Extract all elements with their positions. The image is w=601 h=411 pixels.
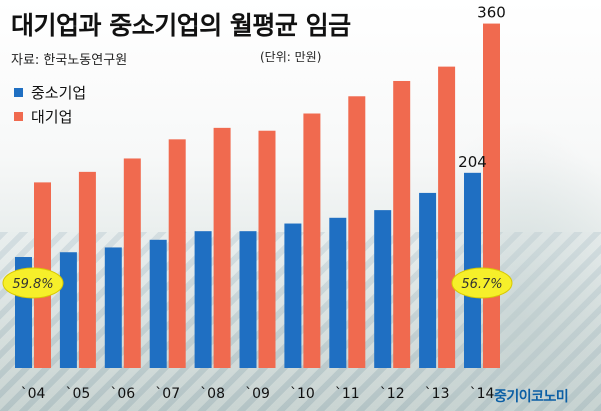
x-tick-label: `09 [245, 386, 270, 402]
bar-large-2009 [258, 130, 276, 368]
legend-swatch-large [14, 111, 23, 121]
bar-small-2006 [104, 247, 122, 368]
ratio-highlight [2, 267, 64, 299]
x-tick-label: `11 [335, 386, 360, 402]
bar-small-2011 [329, 217, 347, 368]
legend-swatch-small [14, 87, 23, 97]
source-note: 자료: 한국노동연구원 [11, 53, 128, 68]
x-tick-label: `07 [155, 386, 180, 402]
x-tick-label: `13 [425, 386, 450, 402]
legend-item-large: 대기업 [14, 104, 86, 128]
bar-large-2011 [348, 96, 366, 369]
x-tick-label: `06 [110, 386, 135, 402]
bar-large-2005 [78, 171, 96, 368]
data-label: 204 [458, 153, 487, 171]
legend-label-large: 대기업 [31, 107, 73, 126]
x-tick-label: `12 [380, 386, 405, 402]
x-tick-label: `05 [65, 386, 90, 402]
chart-title: 대기업과 중소기업의 월평균 임금 [11, 11, 351, 40]
ratio-highlight [451, 267, 513, 299]
bar-small-2009 [239, 231, 257, 368]
bar-large-2014 [483, 23, 500, 369]
publisher-logo: 중기이코노미 [494, 389, 569, 405]
bar-large-2010 [303, 113, 321, 368]
bar-large-2012 [393, 80, 411, 369]
ratio-annotation: 56.7% [461, 277, 502, 292]
bar-small-2005 [59, 252, 77, 368]
bar-small-2012 [374, 210, 392, 368]
bar-large-2007 [168, 139, 186, 368]
x-tick-label: `08 [200, 386, 225, 402]
bar-small-2010 [284, 223, 302, 368]
legend-label-small: 중소기업 [31, 83, 87, 102]
bar-large-2008 [213, 127, 231, 368]
ratio-annotation: 59.8% [12, 277, 53, 292]
x-tick-label: `14 [470, 386, 495, 402]
legend-item-small: 중소기업 [14, 80, 86, 104]
unit-note: (단위: 만원) [260, 50, 322, 64]
x-tick-label: `10 [290, 386, 315, 402]
bar-large-2013 [438, 66, 456, 369]
x-tick-label: `04 [21, 386, 46, 402]
bar-small-2013 [419, 192, 437, 368]
bar-small-2008 [194, 231, 212, 368]
bar-small-2007 [149, 239, 167, 368]
bar-large-2006 [123, 158, 141, 368]
data-label: 360 [477, 4, 506, 22]
legend: 중소기업 대기업 [14, 80, 86, 128]
